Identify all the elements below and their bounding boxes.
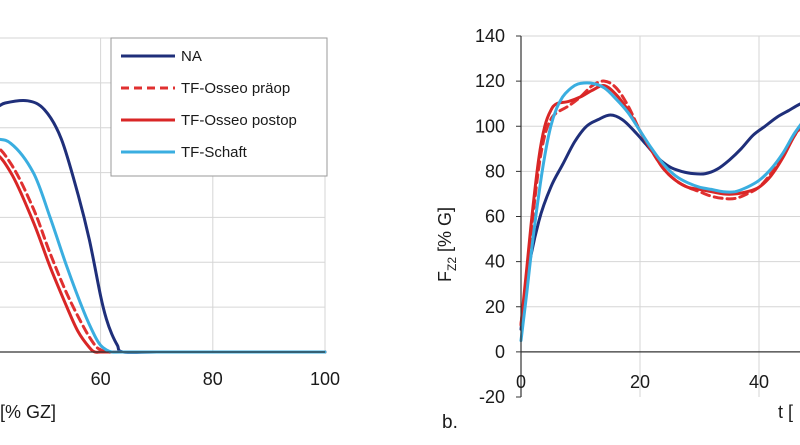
left-series-tf-osseo-pr-op bbox=[0, 147, 327, 354]
right-y-tick-label: 140 bbox=[475, 26, 505, 46]
right-y-axis-title-subscript: Z2 bbox=[445, 257, 459, 271]
right-series-tf-osseo-postop bbox=[519, 84, 800, 327]
right-y-tick-label: 100 bbox=[475, 116, 505, 136]
legend: NA TF-Osseo präop TF-Osseo postop TF-Schaft bbox=[110, 37, 328, 177]
legend-label-tf-osseo-pr-op: TF-Osseo präop bbox=[181, 80, 290, 97]
right-y-tick-label: -20 bbox=[479, 387, 505, 407]
right-y-tick-label: 120 bbox=[475, 71, 505, 91]
right-series-na bbox=[519, 102, 800, 331]
right-series-tf-osseo-pr-op bbox=[519, 79, 800, 327]
left-x-tick-label: 60 bbox=[91, 369, 111, 389]
right-y-axis-title: FZ2 [% G] bbox=[435, 207, 459, 282]
right-y-tick-label: 20 bbox=[485, 297, 505, 317]
right-series-tf-schaft bbox=[519, 81, 800, 343]
legend-items: NA TF-Osseo präop TF-Osseo postop TF-Schaft bbox=[121, 48, 297, 161]
right-y-tick-label: 60 bbox=[485, 207, 505, 227]
right-y-tick-label: 0 bbox=[495, 342, 505, 362]
right-x-axis-title: t [ bbox=[778, 402, 793, 422]
right-x-tick-label: 40 bbox=[749, 372, 769, 392]
left-x-tick-label: 80 bbox=[203, 369, 223, 389]
legend-label-na: NA bbox=[181, 48, 202, 65]
right-y-tick-labels: -20 0 20 40 60 80 100 120 140 bbox=[475, 26, 521, 407]
left-chart-panel: 60 80 100 [% GZ] NA TF-Osseo präop TF-Osseo … bbox=[0, 37, 340, 422]
left-x-tick-label: 100 bbox=[310, 369, 340, 389]
left-x-axis-title: [% GZ] bbox=[0, 402, 56, 422]
right-chart-panel: -20 0 20 40 60 80 100 120 140 0 20 40 FZ2 [% G] t … bbox=[435, 26, 800, 433]
right-y-axis-title-unit: [% G] bbox=[435, 207, 455, 257]
right-x-tick-labels: 0 20 40 bbox=[516, 372, 769, 392]
legend-label-tf-osseo-postop: TF-Osseo postop bbox=[181, 112, 297, 129]
right-series-group bbox=[519, 79, 800, 343]
right-x-tick-label: 20 bbox=[630, 372, 650, 392]
left-x-tick-labels: 60 80 100 bbox=[91, 369, 340, 389]
right-x-tick-label: 0 bbox=[516, 372, 526, 392]
right-y-tick-label: 80 bbox=[485, 161, 505, 181]
panel-label-b: b. bbox=[442, 412, 458, 433]
right-y-axis-title-main: F bbox=[435, 271, 455, 282]
legend-label-tf-schaft: TF-Schaft bbox=[181, 144, 248, 161]
right-grid bbox=[521, 35, 800, 397]
right-y-tick-label: 40 bbox=[485, 252, 505, 272]
